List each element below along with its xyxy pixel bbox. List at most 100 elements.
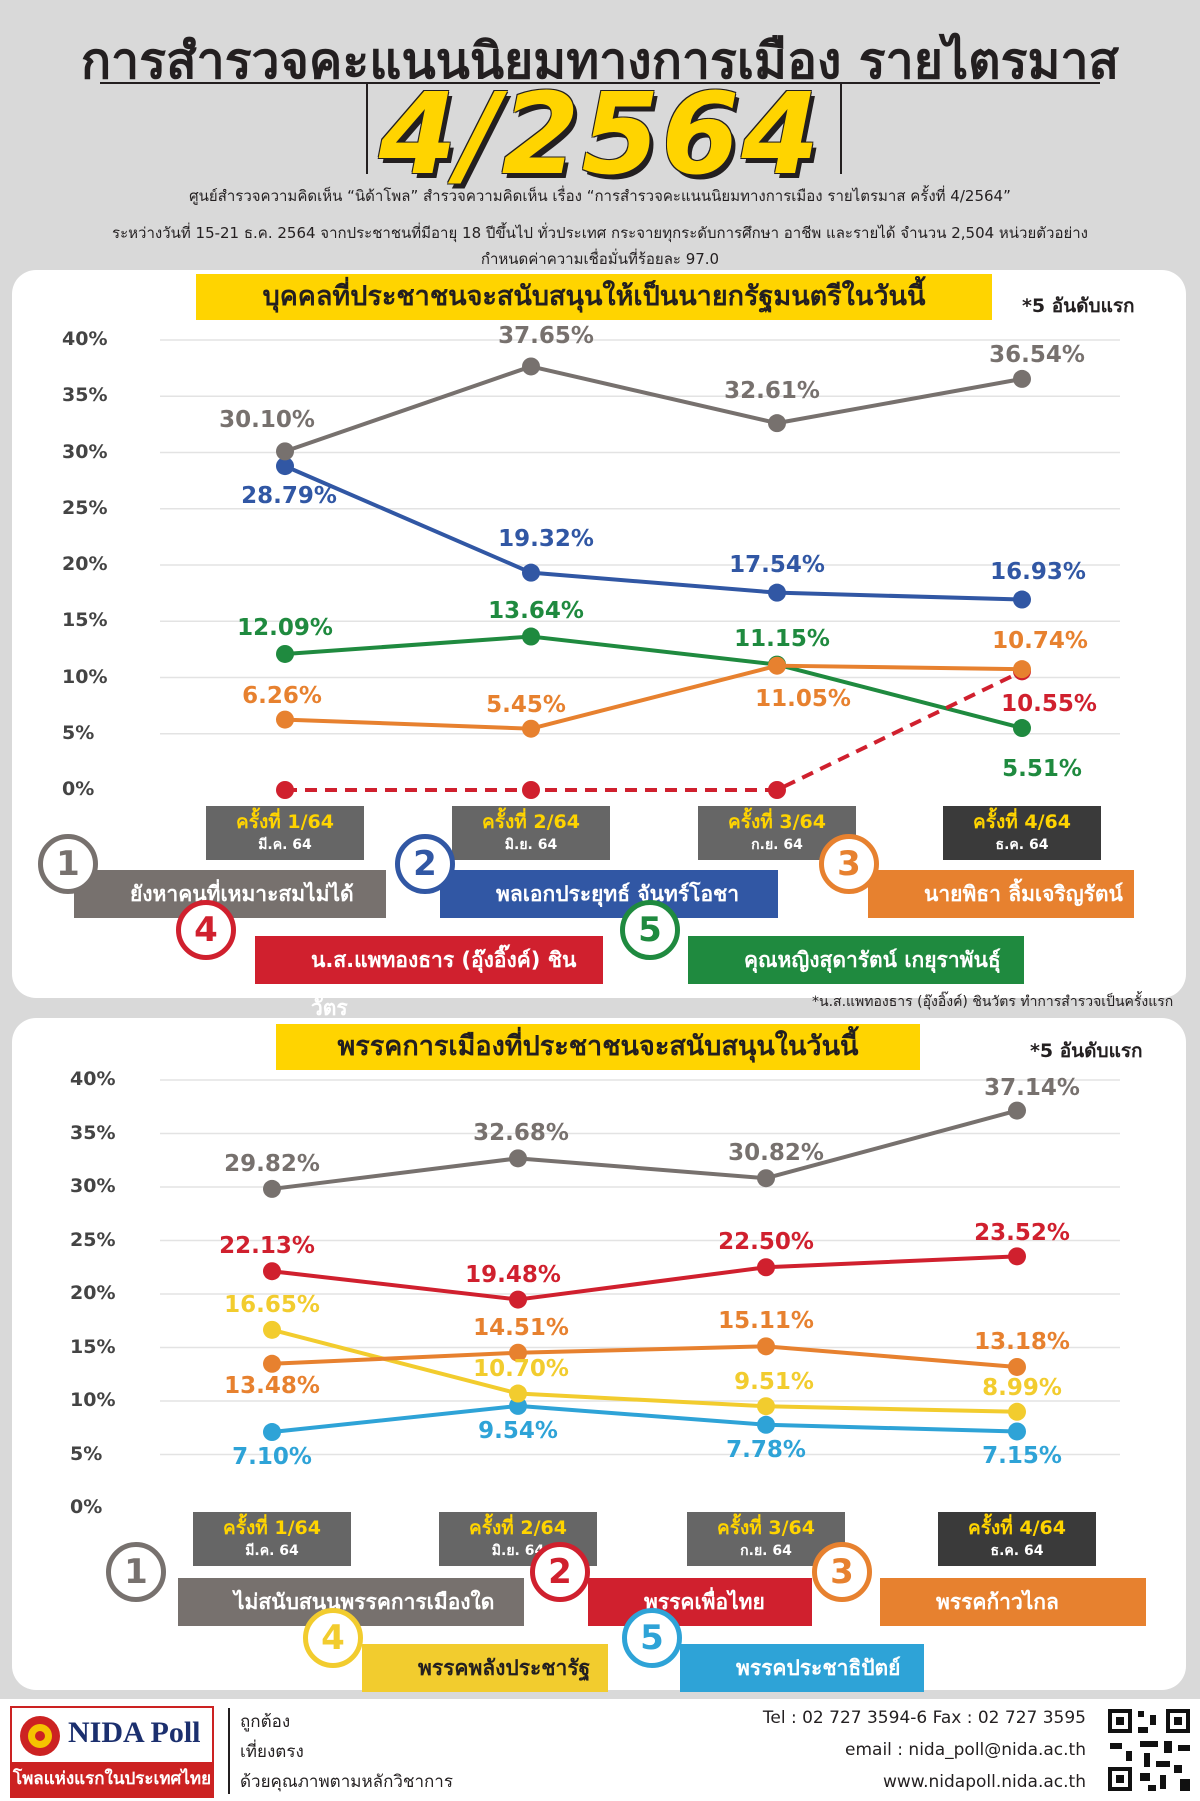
party-data-label: 7.15% [982, 1443, 1062, 1470]
pm-y-tick-label: 15% [62, 609, 108, 632]
party-x-tick-box: ครั้งที่ 4/64 ธ.ค. 64 [938, 1512, 1096, 1566]
party-point-4 [509, 1384, 527, 1403]
pm-legend-rank-5: 5 [620, 900, 680, 960]
party-y-tick-label: 15% [70, 1335, 116, 1358]
title-divider-left [366, 84, 368, 174]
pm-data-label: 16.93% [990, 558, 1086, 585]
party-y-tick-label: 10% [70, 1389, 116, 1411]
survey-number: 4/2564 [378, 70, 822, 200]
footer-website[interactable]: www.nidapoll.nida.ac.th [882, 1772, 1086, 1792]
pm-data-label: 10.55% [1001, 691, 1097, 718]
pm-x-tick-box: ครั้งที่ 4/64 ธ.ค. 64 [943, 806, 1101, 860]
pm-point-3 [522, 719, 540, 738]
pm-series-line-5 [284, 634, 1023, 730]
party-y-tick-label: 35% [70, 1121, 116, 1144]
pm-legend-rank-3: 3 [819, 834, 879, 894]
pm-x-tick-round: ครั้งที่ 4/64 [973, 811, 1071, 833]
pm-point-4 [276, 781, 294, 799]
party-x-tick-box: ครั้งที่ 1/64 มี.ค. 64 [193, 1512, 351, 1566]
party-data-label: 9.51% [734, 1369, 814, 1396]
footer-value-3: ด้วยคุณภาพตามหลักวิชาการ [240, 1772, 453, 1792]
subtitle-line-1: ศูนย์สำรวจความคิดเห็น “นิด้าโพล” สำรวจคว… [189, 187, 1011, 205]
pm-data-label: 37.65% [498, 323, 594, 350]
party-point-4 [263, 1320, 281, 1339]
party-data-label: 30.82% [728, 1140, 824, 1167]
pm-point-3 [768, 656, 786, 675]
pm-legend-rank-4: 4 [176, 900, 236, 960]
party-chart-title: พรรคการเมืองที่ประชาชนจะสนับสนุนในวันนี้ [276, 1024, 920, 1070]
page-title: การสำรวจคะแนนนิยมทางการเมือง รายไตรมาส [80, 32, 1120, 90]
footer-tel: Tel : 02 727 3594-6 Fax : 02 727 3595 [762, 1708, 1086, 1728]
party-x-tick-date: มี.ค. 64 [245, 1543, 299, 1559]
pm-point-2 [768, 583, 786, 602]
party-data-label: 7.10% [232, 1444, 312, 1471]
footer-email[interactable]: email : nida_poll@nida.ac.th [845, 1740, 1086, 1760]
pm-x-tick-date: ก.ย. 64 [751, 837, 803, 853]
pm-data-label: 6.26% [242, 682, 322, 709]
pm-data-label: 5.51% [1002, 756, 1082, 782]
pm-chart-title: บุคคลที่ประชาชนจะสนับสนุนให้เป็นนายกรัฐม… [196, 274, 992, 320]
party-data-label: 10.70% [473, 1355, 569, 1382]
title-divider [100, 82, 1100, 84]
party-y-tick-label: 5% [70, 1442, 103, 1465]
pm-y-tick-label: 20% [62, 553, 108, 575]
party-data-label: 15.11% [718, 1308, 814, 1335]
pm-point-1 [1013, 369, 1031, 388]
pm-y-tick-label: 25% [62, 496, 108, 519]
party-x-tick-round: ครั้งที่ 3/64 [717, 1517, 815, 1539]
logo-text: NIDA Poll [68, 1716, 201, 1749]
pm-series-line-3 [284, 663, 1023, 731]
party-data-label: 16.65% [224, 1291, 320, 1318]
pm-point-1 [522, 357, 540, 376]
pm-legend-item-3: นายพิธา ลิ้มเจริญรัตน์ [868, 870, 1134, 918]
party-series-line-1 [271, 1108, 1018, 1191]
party-point-4 [1008, 1402, 1026, 1421]
pm-point-2 [276, 457, 294, 476]
pm-data-label: 11.15% [734, 625, 830, 652]
party-y-tick-label: 20% [70, 1282, 116, 1304]
pm-data-label: 30.10% [219, 407, 315, 434]
party-series-line-5 [271, 1403, 1018, 1435]
qr-code-icon[interactable] [1104, 1705, 1194, 1795]
pm-data-label: 19.32% [498, 525, 594, 552]
party-data-label: 22.50% [718, 1229, 814, 1256]
pm-x-tick-box: ครั้งที่ 1/64 มี.ค. 64 [206, 806, 364, 860]
pm-chart-top5-note: *5 อันดับแรก [1022, 295, 1135, 317]
party-point-2 [263, 1262, 281, 1281]
pm-legend-item-5: คุณหญิงสุดารัตน์ เกยุราพันธุ์ [688, 936, 1024, 984]
party-point-5 [263, 1423, 281, 1442]
pm-data-label: 5.45% [486, 691, 566, 718]
nida-logo: NIDA Poll โพลแห่งแรกในประเทศไทย [10, 1706, 214, 1798]
nida-emblem-icon [20, 1716, 60, 1756]
party-series-line-3 [271, 1344, 1018, 1369]
pm-y-tick-label: 10% [62, 665, 108, 688]
party-x-tick-round: ครั้งที่ 4/64 [968, 1517, 1066, 1539]
pm-data-label: 32.61% [724, 378, 820, 405]
pm-series-line-4 [285, 669, 1023, 792]
pm-legend-item-4: น.ส.แพทองธาร (อุ๊งอิ๊งค์) ชินวัตร [255, 936, 603, 1020]
party-data-label: 8.99% [982, 1374, 1062, 1401]
party-y-tick-label: 0% [70, 1496, 103, 1518]
pm-y-tick-label: 30% [62, 440, 108, 463]
party-legend-rank-1: 1 [106, 1542, 166, 1602]
pm-x-tick-round: ครั้งที่ 1/64 [236, 811, 334, 833]
party-data-label: 29.82% [224, 1150, 320, 1177]
party-data-label: 32.68% [473, 1120, 569, 1147]
pm-data-label: 12.09% [237, 614, 333, 641]
party-data-label: 37.14% [984, 1074, 1080, 1101]
subtitle-line-2: ระหว่างวันที่ 15-21 ธ.ค. 2564 จากประชาชน… [112, 224, 1088, 242]
pm-x-tick-round: ครั้งที่ 3/64 [728, 811, 826, 833]
party-y-tick-label: 40% [70, 1068, 116, 1090]
party-point-1 [1008, 1101, 1026, 1120]
pm-chart-footnote: *น.ส.แพทองธาร (อุ๊งอิ๊งค์) ชินวัตร ทำการ… [812, 994, 1174, 1010]
pm-point-1 [768, 414, 786, 433]
party-point-5 [1008, 1422, 1026, 1441]
subtitle-line-3: กำหนดค่าความเชื่อมั่นที่ร้อยละ 97.0 [480, 250, 720, 268]
pm-point-5 [522, 627, 540, 646]
pm-legend-rank-1: 1 [38, 834, 98, 894]
party-data-label: 13.18% [974, 1328, 1070, 1355]
party-point-2 [1008, 1247, 1026, 1266]
pm-legend-rank-2: 2 [395, 834, 455, 894]
pm-point-3 [1013, 660, 1031, 679]
